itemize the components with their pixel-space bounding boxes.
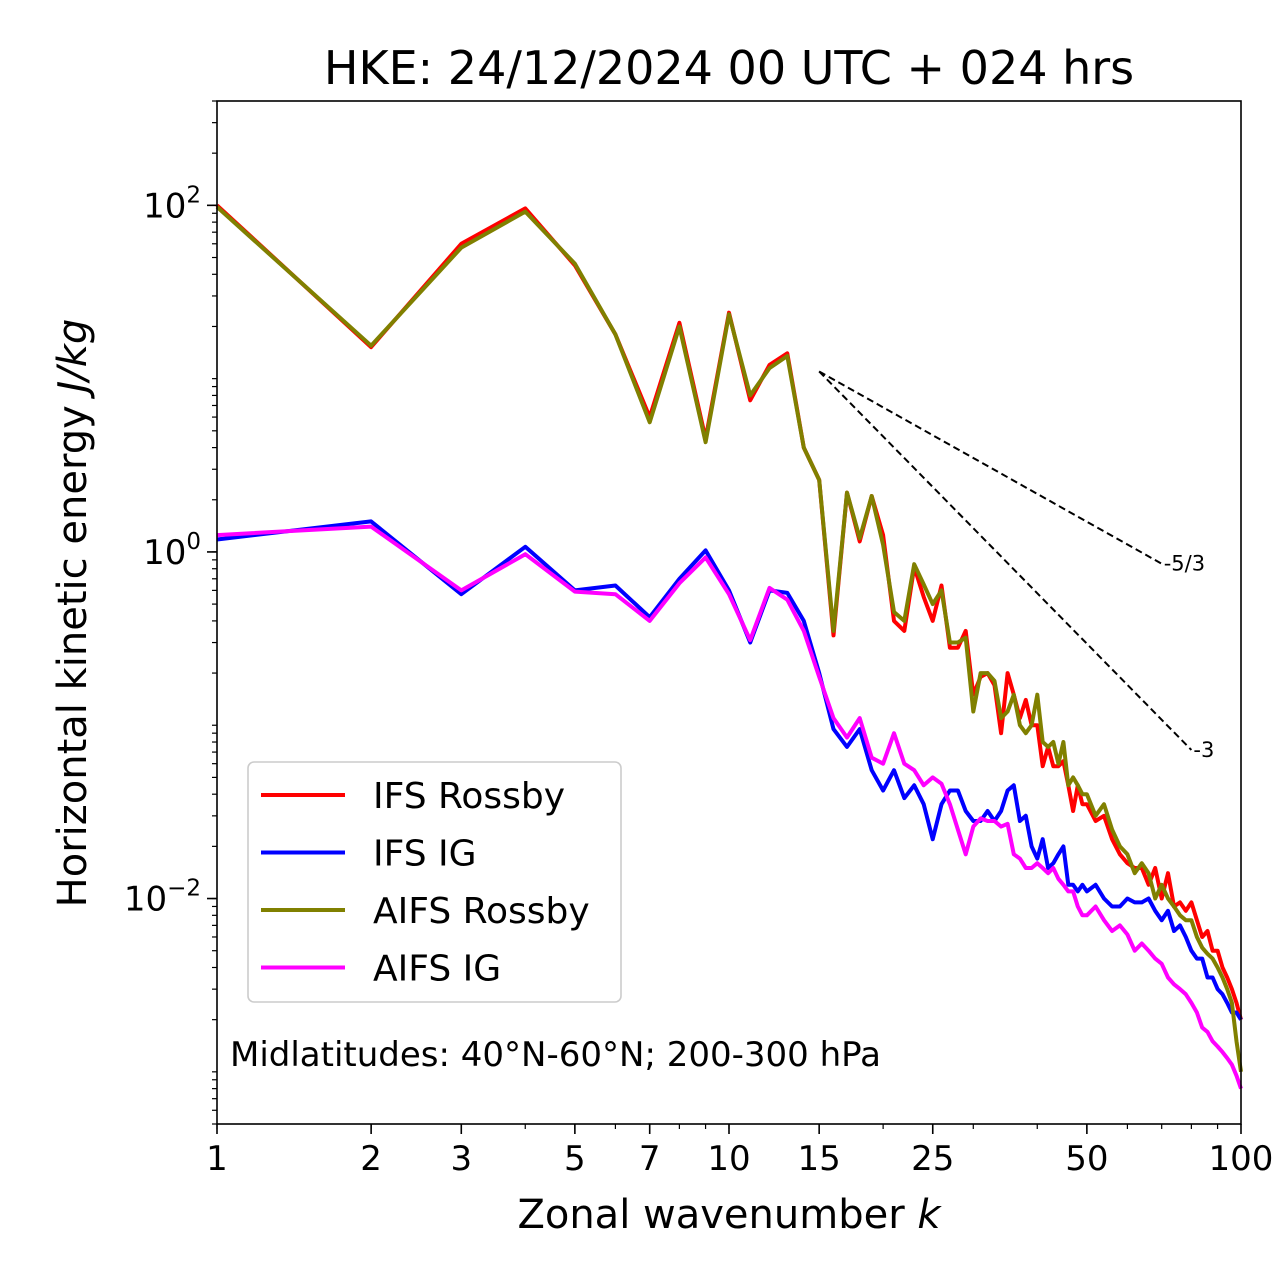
series-line [216,519,1243,1021]
y-tick-label: 100 [143,529,201,573]
x-axis-title-var: k [917,1192,942,1238]
y-tick-label: 102 [143,182,201,226]
x-tick-label: 5 [564,1139,586,1179]
reference-line-label: -3 [1193,738,1214,762]
reference-line-label: -5/3 [1164,552,1205,576]
y-tick-labels: 102 100 10−2 [124,182,201,919]
x-tick-label: 3 [450,1139,472,1179]
x-tick-label: 1 [206,1139,228,1179]
x-tick-label: 50 [1065,1139,1108,1179]
series-line [215,205,1243,1073]
legend-label: IFS IG [373,834,477,875]
legend: IFS Rossby IFS IG AIFS Rossby AIFS IG [247,761,622,1003]
axis-ticks [207,100,1242,1134]
legend-label: AIFS IG [373,949,501,990]
region-annotation: Midlatitudes: 40°N-60°N; 200-300 hPa [230,1035,881,1075]
x-tick-labels: 1 2 3 5 7 10 15 25 50 100 [206,1139,1273,1179]
x-axis-title: Zonal wavenumber k [517,1192,942,1238]
y-tick-label: 10−2 [124,876,201,920]
y-axis-title-main: Horizontal kinetic energy [50,393,96,908]
reference-slope-lines: -5/3 -3 [818,370,1214,762]
x-tick-label: 100 [1209,1139,1274,1179]
reference-line [818,370,1193,751]
x-tick-label: 10 [707,1139,750,1179]
legend-label: IFS Rossby [373,776,565,817]
x-tick-label: 25 [911,1139,954,1179]
chart-title: HKE: 24/12/2024 00 UTC + 024 hrs [324,41,1134,95]
legend-box [247,761,622,1003]
y-axis-title: Horizontal kinetic energy J/kg [50,319,96,908]
x-tick-label: 2 [360,1139,382,1179]
y-axis-title-unit: J/kg [50,319,96,400]
series-lines [215,203,1243,1090]
x-axis-title-main: Zonal wavenumber [517,1192,917,1238]
x-tick-label: 7 [639,1139,661,1179]
legend-label: AIFS Rossby [373,891,590,932]
plot-frame [216,100,1242,1125]
series-line [216,524,1243,1090]
x-tick-label: 15 [798,1139,841,1179]
